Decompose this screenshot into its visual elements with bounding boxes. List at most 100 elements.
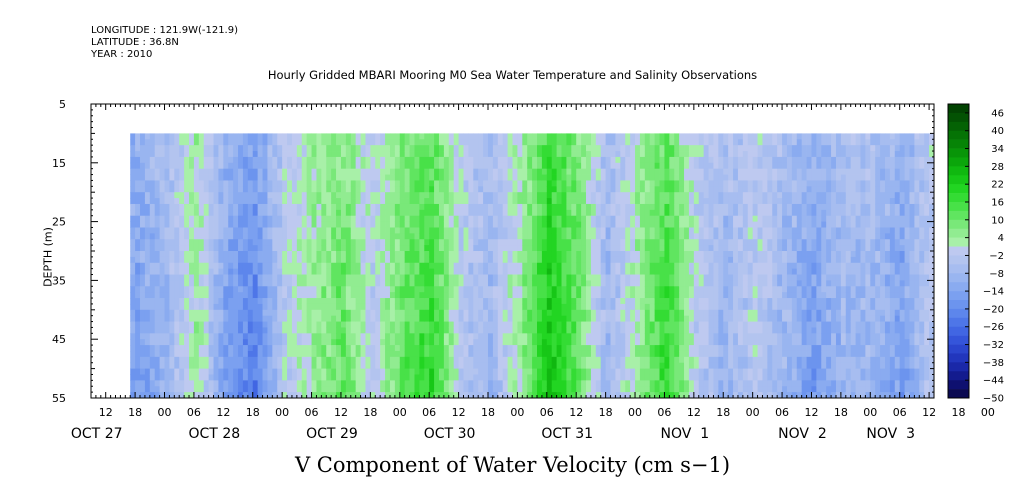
heatmap-cell [615, 292, 621, 299]
heatmap-cell [551, 245, 558, 252]
heatmap-cell [649, 227, 656, 234]
heatmap-cell [600, 309, 607, 317]
heatmap-cell [644, 292, 651, 299]
heatmap-cell [659, 309, 665, 317]
heatmap-cell [492, 145, 499, 152]
heatmap-cell [546, 156, 553, 164]
heatmap-cell [546, 203, 553, 211]
heatmap-cell [247, 292, 254, 299]
heatmap-cell [247, 145, 254, 152]
heatmap-cell [218, 245, 224, 252]
heatmap-cell [311, 174, 317, 181]
heatmap-cell [448, 280, 455, 287]
heatmap-cell [144, 309, 151, 317]
heatmap-cell [203, 245, 210, 252]
heatmap-cell [238, 209, 244, 217]
heatmap-cell [409, 356, 415, 364]
heatmap-cell [595, 156, 602, 164]
heatmap-cell [527, 151, 533, 158]
heatmap-cell [414, 380, 420, 387]
heatmap-cell [473, 362, 479, 369]
heatmap-cell [453, 133, 459, 140]
heatmap-cell [277, 180, 283, 187]
heatmap-cell [659, 362, 665, 369]
heatmap-cell [527, 321, 533, 328]
heatmap-cell [149, 380, 156, 387]
heatmap-cell [345, 251, 352, 258]
heatmap-cell [458, 151, 464, 158]
heatmap-cell [203, 174, 210, 181]
heatmap-cell [492, 239, 499, 246]
heatmap-cell [208, 239, 214, 246]
heatmap-cell [164, 292, 170, 299]
heatmap-cell [566, 156, 572, 164]
heatmap-cell [174, 362, 180, 369]
heatmap-cell [654, 162, 660, 170]
heatmap-cell [541, 221, 548, 228]
heatmap-cell [625, 215, 631, 222]
heatmap-cell [350, 292, 357, 299]
heatmap-cell [257, 315, 263, 322]
heatmap-cell [154, 345, 161, 352]
heatmap-cell [654, 303, 660, 311]
heatmap-cell [556, 303, 562, 311]
heatmap-cell [434, 262, 440, 270]
heatmap-cell [149, 356, 156, 364]
heatmap-cell [527, 145, 533, 152]
heatmap-cell [296, 145, 303, 152]
heatmap-cell [154, 350, 161, 358]
heatmap-cell [355, 156, 361, 164]
heatmap-cell [296, 368, 303, 375]
heatmap-cell [453, 380, 459, 387]
heatmap-cell [625, 392, 631, 398]
heatmap-cell [198, 198, 205, 205]
heatmap-cell [291, 327, 298, 334]
heatmap-cell [541, 227, 548, 234]
heatmap-cell [443, 298, 450, 305]
heatmap-cell [419, 268, 425, 275]
heatmap-cell [218, 256, 224, 264]
heatmap-cell [590, 203, 597, 211]
heatmap-cell [287, 192, 293, 199]
heatmap-cell [522, 350, 528, 358]
heatmap-cell [394, 180, 401, 187]
heatmap-cell [144, 380, 151, 387]
heatmap-cell [228, 327, 234, 334]
heatmap-cell [541, 327, 548, 334]
heatmap-cell [463, 139, 469, 146]
heatmap-cell [311, 133, 317, 140]
heatmap-cell [453, 251, 459, 258]
heatmap-cell [272, 209, 278, 217]
heatmap-cell [497, 368, 504, 375]
heatmap-cell [189, 151, 195, 158]
heatmap-cell [478, 380, 484, 387]
heatmap-cell [370, 339, 376, 346]
heatmap-cell [571, 327, 577, 334]
heatmap-cell [247, 274, 254, 281]
heatmap-cell [527, 298, 533, 305]
heatmap-cell [438, 145, 445, 152]
heatmap-cell [517, 286, 523, 293]
heatmap-cell [429, 274, 435, 281]
heatmap-cell [375, 215, 381, 222]
heatmap-cell [507, 198, 513, 205]
heatmap-cell [610, 227, 616, 234]
heatmap-cell [228, 139, 234, 146]
heatmap-cell [537, 215, 543, 222]
heatmap-cell [375, 303, 381, 311]
heatmap-cell [296, 268, 303, 275]
heatmap-cell [620, 239, 626, 246]
heatmap-cell [532, 215, 538, 222]
heatmap-cell [473, 227, 479, 234]
heatmap-cell [615, 350, 621, 358]
heatmap-cell [429, 139, 435, 146]
heatmap-cell [130, 162, 136, 170]
heatmap-cell [566, 251, 572, 258]
heatmap-cell [473, 168, 479, 175]
heatmap-cell [590, 286, 597, 293]
heatmap-cell [213, 356, 219, 364]
heatmap-cell [272, 245, 278, 252]
heatmap-cell [478, 386, 484, 393]
heatmap-cell [669, 356, 675, 364]
heatmap-cell [336, 221, 342, 228]
